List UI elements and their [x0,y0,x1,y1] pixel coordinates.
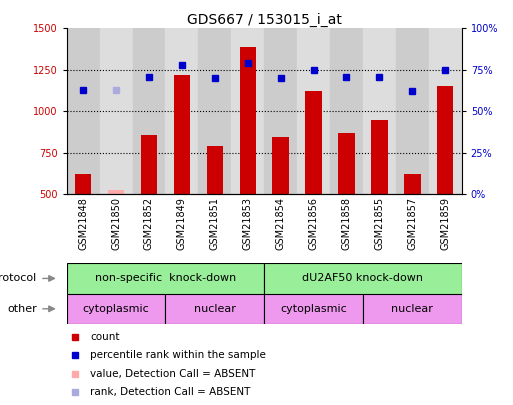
Text: nuclear: nuclear [391,304,433,314]
Bar [165,294,264,324]
Bar [100,28,132,194]
Bar [264,263,462,294]
Text: count: count [90,332,120,342]
Bar [240,47,256,194]
Bar [297,28,330,194]
Text: other: other [7,304,37,314]
Text: non-specific  knock-down: non-specific knock-down [95,273,236,283]
Bar [108,190,124,194]
Title: GDS667 / 153015_i_at: GDS667 / 153015_i_at [187,13,342,27]
Bar [404,174,421,194]
Bar [174,75,190,194]
Bar [437,86,453,194]
Bar [363,28,396,194]
Bar [396,28,429,194]
Text: protocol: protocol [0,273,37,283]
Text: rank, Detection Call = ABSENT: rank, Detection Call = ABSENT [90,387,251,397]
Bar [272,137,289,194]
Bar [264,28,297,194]
Bar [231,28,264,194]
Text: value, Detection Call = ABSENT: value, Detection Call = ABSENT [90,369,256,379]
Bar [371,119,388,194]
Text: nuclear: nuclear [194,304,236,314]
Text: dU2AF50 knock-down: dU2AF50 knock-down [303,273,423,283]
Bar [305,92,322,194]
Bar [264,294,363,324]
Bar [165,28,199,194]
Bar [67,28,100,194]
Bar [338,133,354,194]
Bar [207,146,223,194]
Bar [67,263,264,294]
Bar [132,28,165,194]
Bar [199,28,231,194]
Text: cytoplasmic: cytoplasmic [83,304,149,314]
Bar [330,28,363,194]
Bar [75,175,91,194]
Bar [67,294,165,324]
Text: cytoplasmic: cytoplasmic [280,304,347,314]
Text: percentile rank within the sample: percentile rank within the sample [90,350,266,360]
Bar [429,28,462,194]
Bar [141,134,157,194]
Bar [363,294,462,324]
